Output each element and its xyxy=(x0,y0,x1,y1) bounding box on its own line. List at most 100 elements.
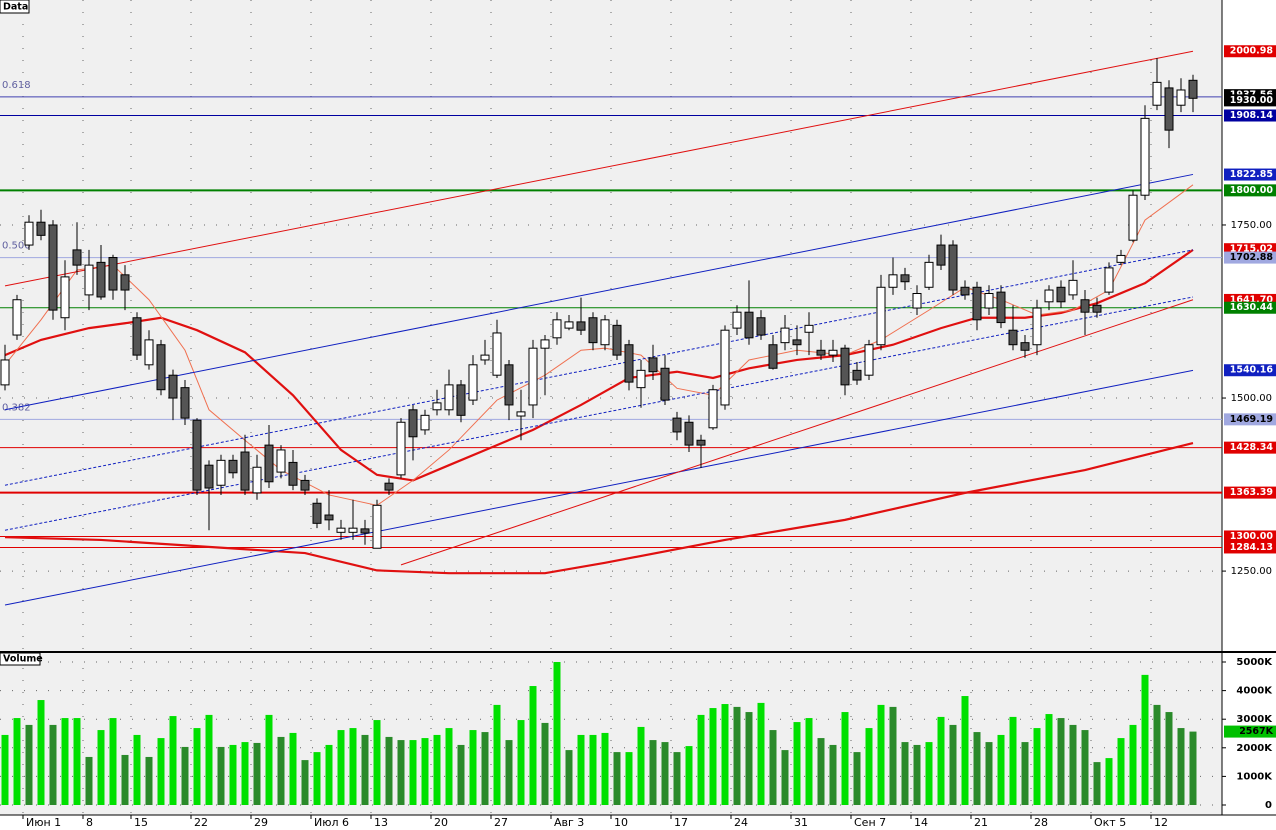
candle-body xyxy=(1140,117,1150,196)
candle-body xyxy=(804,324,814,333)
volume-bar xyxy=(1117,738,1125,805)
x-tick-label: 17 xyxy=(674,816,688,829)
volume-bar xyxy=(877,704,885,805)
level-label: 2000.98 xyxy=(1230,46,1274,57)
overlay-line xyxy=(4,173,1194,411)
x-tick-label: 24 xyxy=(734,816,748,829)
candle-body xyxy=(660,367,670,401)
fib-label: 0.500 xyxy=(2,241,31,252)
y-tick-label: 5000K xyxy=(1236,657,1273,668)
volume-bar xyxy=(433,734,441,805)
x-tick-label: Окт 5 xyxy=(1094,816,1126,829)
candle-body xyxy=(60,276,70,319)
candle-body xyxy=(120,274,130,291)
candle-body xyxy=(384,482,394,491)
volume-bar xyxy=(121,754,129,805)
level-label-box xyxy=(1224,486,1276,499)
x-tick-label: 12 xyxy=(1154,816,1168,829)
candle-body xyxy=(588,317,598,344)
volume-bar xyxy=(373,720,381,805)
candle-body xyxy=(984,293,994,309)
volume-bar xyxy=(577,734,585,805)
volume-bar xyxy=(181,746,189,805)
volume-bar xyxy=(325,744,333,805)
x-tick-label: 29 xyxy=(254,816,268,829)
x-tick-label: 28 xyxy=(1034,816,1048,829)
volume-bar xyxy=(457,744,465,805)
volume-bar xyxy=(529,686,537,805)
candle-body xyxy=(780,327,790,344)
volume-bar xyxy=(841,712,849,805)
volume-bar xyxy=(565,750,573,805)
candle-body xyxy=(864,344,874,376)
volume-bar xyxy=(469,730,477,805)
volume-bar xyxy=(925,742,933,805)
candle-body xyxy=(1176,89,1186,106)
overlay-line xyxy=(4,296,1194,531)
candle-body xyxy=(732,311,742,329)
candle-body xyxy=(312,502,322,524)
candle-body xyxy=(1056,286,1066,303)
candle-body xyxy=(144,339,154,366)
volume-bar xyxy=(901,742,909,805)
candle-body xyxy=(48,224,58,311)
candle-body xyxy=(108,257,118,291)
candle-body xyxy=(1152,81,1162,106)
candle-body xyxy=(264,444,274,483)
level-label: 1540.16 xyxy=(1230,365,1274,376)
last-value-box xyxy=(1224,725,1276,738)
candle-body xyxy=(1092,304,1102,313)
volume-bar xyxy=(805,718,813,805)
volume-bar xyxy=(997,734,1005,805)
level-label: 1284.13 xyxy=(1230,542,1273,553)
volume-bar xyxy=(61,718,69,805)
candle-body xyxy=(600,319,610,346)
candle-body xyxy=(1044,289,1054,303)
volume-bar xyxy=(169,716,177,805)
candle-body xyxy=(288,461,298,486)
overlay-line xyxy=(4,441,1194,575)
overlay-line xyxy=(4,249,1194,486)
volume-bar xyxy=(409,740,417,805)
candle-body xyxy=(636,369,646,389)
volume-bar xyxy=(973,732,981,805)
candle-body xyxy=(756,317,766,336)
volume-bar xyxy=(793,722,801,805)
volume-bar xyxy=(601,732,609,805)
candle-body xyxy=(900,274,910,283)
volume-bar xyxy=(397,740,405,805)
candle-body xyxy=(972,286,982,321)
volume-bar xyxy=(553,662,561,805)
candle-body xyxy=(252,466,262,494)
level-label: 1702.88 xyxy=(1230,252,1274,263)
candle-body xyxy=(624,344,634,383)
candle-body xyxy=(612,324,622,356)
candle-body xyxy=(372,504,382,549)
overlay-line xyxy=(4,369,1194,606)
candle-body xyxy=(1008,329,1018,346)
candle-body xyxy=(768,344,778,369)
volume-bar xyxy=(493,704,501,805)
x-tick-label: Июн 1 xyxy=(26,816,61,829)
volume-bar xyxy=(985,742,993,805)
level-label: 1630.44 xyxy=(1230,302,1274,313)
candle-body xyxy=(720,329,730,406)
y-tick-label: 0 xyxy=(1265,800,1272,811)
candle-body xyxy=(1188,79,1198,99)
level-label-box xyxy=(1224,45,1276,58)
y-tick-label: 3000K xyxy=(1236,714,1273,725)
candle-body xyxy=(528,347,538,406)
x-tick-label: 31 xyxy=(794,816,808,829)
candle-body xyxy=(420,414,430,431)
volume-bar xyxy=(697,714,705,805)
candle-body xyxy=(300,479,310,491)
x-tick-label: 21 xyxy=(974,816,988,829)
level-label: 1469.19 xyxy=(1230,414,1273,425)
level-label-box xyxy=(1224,301,1276,314)
candle-body xyxy=(840,347,850,386)
volume-bar xyxy=(769,730,777,805)
volume-bar xyxy=(829,744,837,805)
candle-body xyxy=(444,384,454,411)
volume-bar xyxy=(913,744,921,805)
volume-bar xyxy=(961,696,969,805)
